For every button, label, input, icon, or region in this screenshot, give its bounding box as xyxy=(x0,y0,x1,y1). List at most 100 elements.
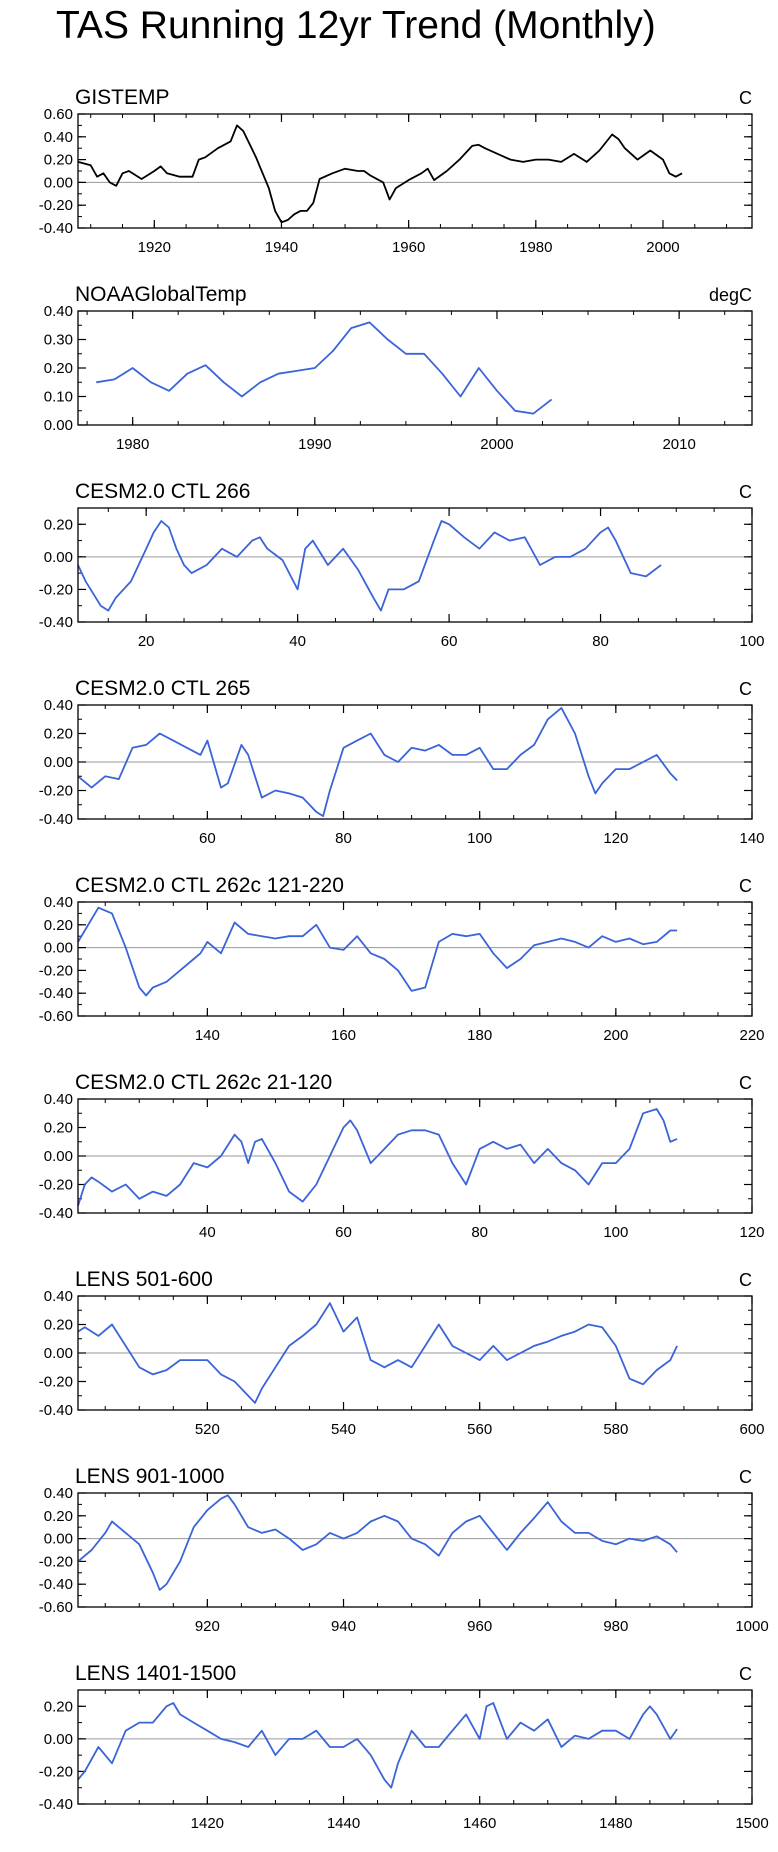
panel-4-y-tick-label: -0.40 xyxy=(39,811,73,828)
panel-3-x-tick-label: 60 xyxy=(441,633,458,650)
panel-3-y-tick-label: -0.40 xyxy=(39,614,73,631)
panel-2-y-tick-label: 0.40 xyxy=(44,303,73,320)
panel-6-y-tick-label: 0.20 xyxy=(44,1120,73,1137)
panel-1-frame xyxy=(77,113,753,229)
panel-8-y-tick-label: -0.40 xyxy=(39,1576,73,1593)
panel-8-title: LENS 901-1000 xyxy=(75,1465,224,1488)
panel-1-y-tick-label: -0.20 xyxy=(39,197,73,214)
panel-8-y-tick-label: -0.20 xyxy=(39,1553,73,1570)
page-title: TAS Running 12yr Trend (Monthly) xyxy=(56,4,656,47)
panel-9-title: LENS 1401-1500 xyxy=(75,1662,236,1685)
panel-2-y-tick-label: 0.10 xyxy=(44,389,73,406)
panel-3-y-tick-label: 0.00 xyxy=(44,549,73,566)
panel-1-unit: C xyxy=(739,88,752,108)
panel-5-frame xyxy=(77,901,753,1017)
panel-4-x-tick-label: 140 xyxy=(739,830,764,847)
panel-3-title: CESM2.0 CTL 266 xyxy=(75,480,250,503)
panel-4-frame xyxy=(77,704,753,820)
panel-9-x-tick-label: 1500 xyxy=(735,1815,768,1832)
panel-9-series-line xyxy=(77,1702,678,1789)
panel-7-y-tick-label: 0.20 xyxy=(44,1317,73,1334)
panel-7-y-tick-label: 0.40 xyxy=(44,1288,73,1305)
panel-1-y-tick-label: -0.40 xyxy=(39,220,73,237)
panel-7-title: LENS 501-600 xyxy=(75,1268,213,1291)
panel-9-x-tick-label: 1440 xyxy=(327,1815,360,1832)
panel-8-series-line xyxy=(77,1494,678,1591)
panel-4-series-line xyxy=(77,707,678,817)
panel-6-x-tick-label: 120 xyxy=(739,1224,764,1241)
panel-9-x-tick-label: 1460 xyxy=(463,1815,496,1832)
panel-6-unit: C xyxy=(739,1073,752,1093)
panel-5-x-tick-label: 200 xyxy=(603,1027,628,1044)
panel-4-unit: C xyxy=(739,679,752,699)
panel-9-frame xyxy=(77,1689,753,1805)
panel-5-x-tick-label: 180 xyxy=(467,1027,492,1044)
panel-2-unit: degC xyxy=(709,285,752,305)
panel-2-x-tick-label: 2000 xyxy=(480,436,513,453)
panel-3-x-tick-label: 40 xyxy=(289,633,306,650)
panel-5-unit: C xyxy=(739,876,752,896)
panel-9-y-tick-label: -0.40 xyxy=(39,1796,73,1813)
panel-2-frame xyxy=(77,310,753,426)
panel-7-y-tick-label: 0.00 xyxy=(44,1345,73,1362)
panel-5-y-tick-label: 0.40 xyxy=(44,894,73,911)
panel-9-x-tick-label: 1480 xyxy=(599,1815,632,1832)
panel-2-y-tick-label: 0.20 xyxy=(44,360,73,377)
panel-5-y-tick-label: 0.20 xyxy=(44,917,73,934)
panel-8-y-tick-label: 0.20 xyxy=(44,1508,73,1525)
panel-1-title: GISTEMP xyxy=(75,86,170,109)
panel-5-y-tick-label: -0.20 xyxy=(39,962,73,979)
panel-4-x-tick-label: 120 xyxy=(603,830,628,847)
panel-7-series-line xyxy=(77,1302,678,1404)
panel-4-y-tick-label: 0.00 xyxy=(44,754,73,771)
panel-4-y-tick-label: 0.20 xyxy=(44,726,73,743)
panel-8-unit: C xyxy=(739,1467,752,1487)
panel-7-x-tick-label: 580 xyxy=(603,1421,628,1438)
panel-6-x-tick-label: 60 xyxy=(335,1224,352,1241)
panel-9-y-tick-label: -0.20 xyxy=(39,1763,73,1780)
panel-6-y-tick-label: 0.00 xyxy=(44,1148,73,1165)
panel-7-y-tick-label: -0.20 xyxy=(39,1374,73,1391)
panel-8-y-tick-label: 0.00 xyxy=(44,1531,73,1548)
panel-7-y-tick-label: -0.40 xyxy=(39,1402,73,1419)
panel-6-y-tick-label: -0.20 xyxy=(39,1177,73,1194)
panel-1-series-line xyxy=(77,124,683,224)
panel-5-title: CESM2.0 CTL 262c 121-220 xyxy=(75,874,344,897)
panel-3-y-tick-label: -0.20 xyxy=(39,581,73,598)
panel-3-series-line xyxy=(77,520,662,612)
panel-2-x-tick-label: 1980 xyxy=(116,436,149,453)
panel-7-x-tick-label: 600 xyxy=(739,1421,764,1438)
panel-8-x-tick-label: 920 xyxy=(195,1618,220,1635)
panel-3-frame xyxy=(77,507,753,623)
panel-1-x-tick-label: 1920 xyxy=(138,239,171,256)
panel-6-title: CESM2.0 CTL 262c 21-120 xyxy=(75,1071,332,1094)
panel-4-x-tick-label: 100 xyxy=(467,830,492,847)
panel-5-series-line xyxy=(77,906,678,997)
panel-9-y-tick-label: 0.20 xyxy=(44,1698,73,1715)
panel-3-y-tick-label: 0.20 xyxy=(44,516,73,533)
panel-6-y-tick-label: 0.40 xyxy=(44,1091,73,1108)
panel-2-x-tick-label: 2010 xyxy=(662,436,695,453)
panel-9-unit: C xyxy=(739,1664,752,1684)
panel-7-x-tick-label: 520 xyxy=(195,1421,220,1438)
panel-8-x-tick-label: 960 xyxy=(467,1618,492,1635)
panel-2-x-tick-label: 1990 xyxy=(298,436,331,453)
panel-6-series-line xyxy=(77,1108,678,1207)
panel-7-frame xyxy=(77,1295,753,1411)
panel-8-frame xyxy=(77,1492,753,1608)
panel-3-x-tick-label: 80 xyxy=(592,633,609,650)
panel-9-y-tick-label: 0.00 xyxy=(44,1731,73,1748)
panel-2-y-tick-label: 0.00 xyxy=(44,417,73,434)
panel-4-x-tick-label: 80 xyxy=(335,830,352,847)
panel-4-x-tick-label: 60 xyxy=(199,830,216,847)
panel-4-y-tick-label: -0.20 xyxy=(39,783,73,800)
panel-1-y-tick-label: 0.20 xyxy=(44,152,73,169)
panel-7-x-tick-label: 540 xyxy=(331,1421,356,1438)
panel-5-x-tick-label: 140 xyxy=(195,1027,220,1044)
panel-1-x-tick-label: 1980 xyxy=(519,239,552,256)
panel-8-x-tick-label: 1000 xyxy=(735,1618,768,1635)
panel-2-series-line xyxy=(96,321,553,415)
panel-1-y-tick-label: 0.40 xyxy=(44,129,73,146)
panel-3-x-tick-label: 20 xyxy=(138,633,155,650)
